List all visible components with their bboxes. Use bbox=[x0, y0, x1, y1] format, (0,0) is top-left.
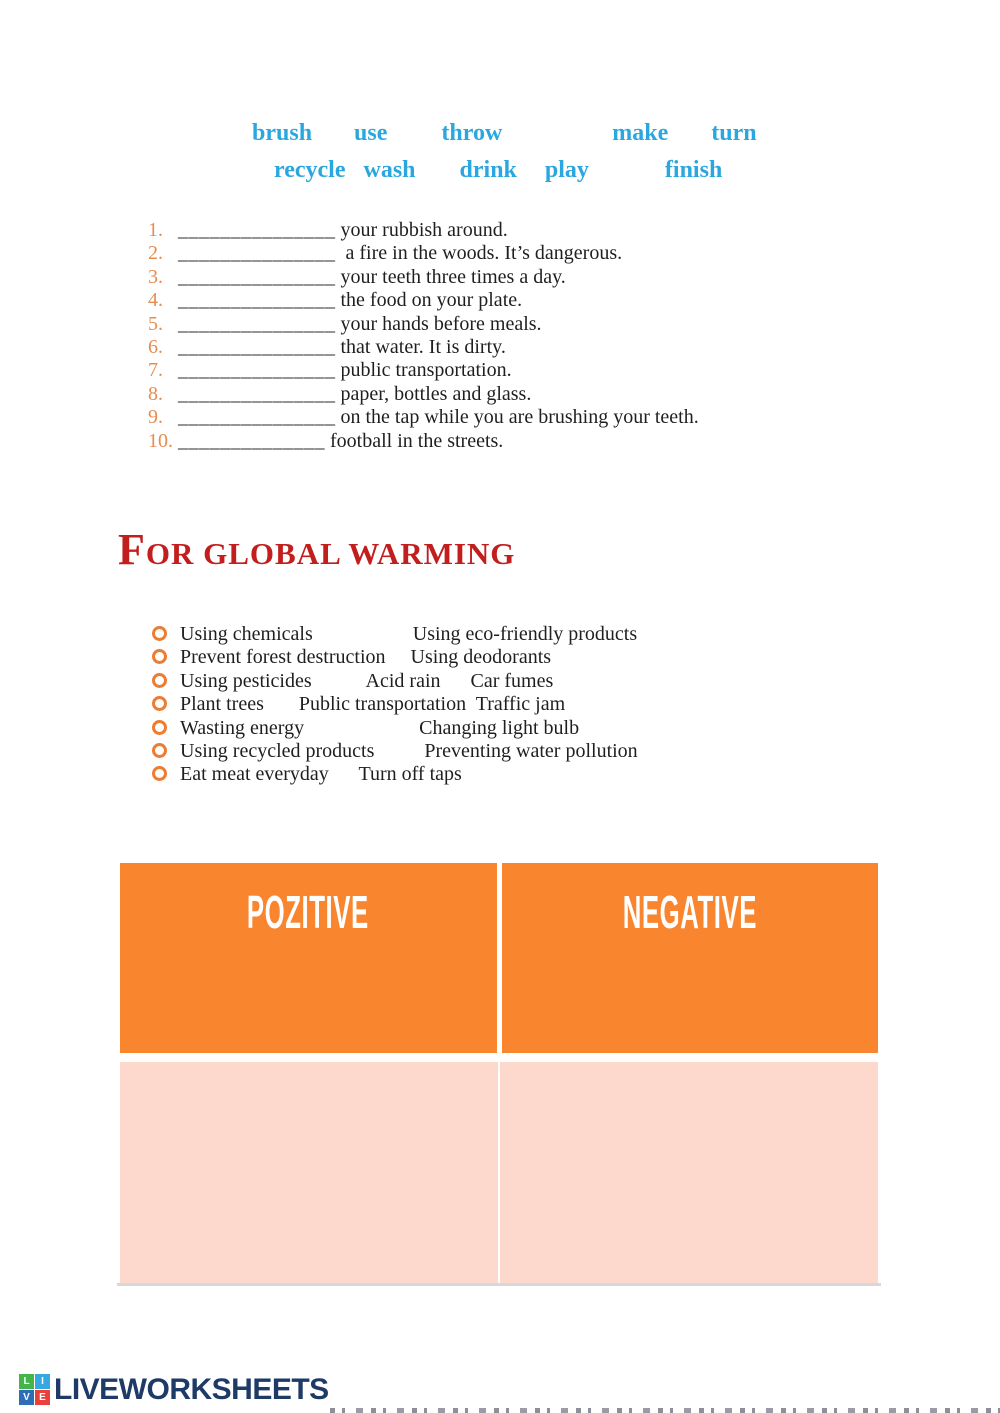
word-bank-word[interactable]: play bbox=[544, 157, 589, 183]
answer-blank[interactable]: _______________ bbox=[178, 265, 336, 288]
item-text: paper, bottles and glass. bbox=[335, 382, 532, 405]
item-text: your hands before meals. bbox=[335, 312, 542, 335]
option-text[interactable]: Using pesticides Acid rain Car fumes bbox=[180, 669, 554, 692]
drop-cell-negative[interactable] bbox=[500, 1062, 878, 1283]
option-text[interactable]: Eat meat everyday Turn off taps bbox=[180, 763, 462, 786]
positive-header-label: POZITIVE bbox=[247, 886, 370, 938]
option-item: Wasting energy Changing light bulb bbox=[152, 717, 638, 740]
item-number: 9. bbox=[148, 406, 163, 429]
drop-cell-positive[interactable] bbox=[120, 1062, 498, 1283]
word-bank-row-1: brush use throw make turn bbox=[0, 120, 1000, 147]
exercise-item: 3. _______________ your teeth three times… bbox=[148, 266, 699, 289]
heading-rest: OR GLOBAL WARMING bbox=[145, 536, 516, 571]
logo-square: L bbox=[19, 1374, 34, 1389]
answer-blank[interactable]: ______________ bbox=[178, 429, 325, 452]
bullet-circle-icon bbox=[152, 696, 167, 712]
option-text[interactable]: Using recycled products Preventing water… bbox=[180, 740, 638, 763]
item-text: on the tap while you are brushing your t… bbox=[335, 406, 699, 429]
table-bottom-border bbox=[117, 1283, 881, 1286]
item-text: football in the streets. bbox=[325, 429, 504, 452]
answer-blank[interactable]: _______________ bbox=[178, 382, 336, 405]
answer-blank[interactable]: _______________ bbox=[178, 336, 336, 359]
item-number: 6. bbox=[148, 336, 163, 359]
answer-blank[interactable]: _______________ bbox=[178, 359, 336, 382]
option-item: Plant trees Public transportation Traffi… bbox=[152, 693, 638, 716]
item-number: 1. bbox=[148, 219, 163, 241]
item-text: public transportation. bbox=[335, 359, 512, 382]
exercise-item: 4. _______________ the food on your plate… bbox=[148, 289, 699, 312]
answer-blank[interactable]: _______________ bbox=[178, 242, 336, 265]
option-text[interactable]: Using chemicals Using eco-friendly produ… bbox=[180, 623, 638, 645]
exercise-item: 10. ______________ football in the street… bbox=[148, 430, 699, 453]
item-number: 4. bbox=[148, 289, 163, 312]
item-text: your rubbish around. bbox=[335, 219, 508, 241]
table-header-divider bbox=[120, 1053, 878, 1062]
option-item: Using pesticides Acid rain Car fumes bbox=[152, 670, 638, 693]
exercise-item: 2. _______________ a fire in the woods. I… bbox=[148, 242, 699, 265]
exercise-item: 8. _______________ paper, bottles and gla… bbox=[148, 383, 699, 406]
word-bank-word[interactable]: recycle bbox=[274, 157, 346, 183]
bullet-circle-icon bbox=[152, 649, 167, 665]
exercise-item: 6. _______________ that water. It is dirt… bbox=[148, 336, 699, 359]
bullet-circle-icon bbox=[152, 626, 167, 641]
item-number: 2. bbox=[148, 242, 163, 265]
options-list: Using chemicals Using eco-friendly produ… bbox=[152, 623, 638, 787]
option-text[interactable]: Prevent forest destruction Using deodora… bbox=[180, 646, 552, 669]
item-text: that water. It is dirty. bbox=[335, 336, 506, 359]
option-item: Eat meat everyday Turn off taps bbox=[152, 763, 638, 786]
logo-text: LIVEWORKSHEETS bbox=[54, 1373, 329, 1406]
word-bank-word[interactable]: throw bbox=[441, 120, 503, 146]
section-heading: FOR GLOBAL WARMING bbox=[118, 524, 515, 575]
table-header-negative: NEGATIVE bbox=[501, 863, 878, 1053]
answer-blank[interactable]: _______________ bbox=[178, 406, 336, 429]
bullet-circle-icon bbox=[152, 743, 167, 759]
exercise-item: 9. _______________ on the tap while you a… bbox=[148, 406, 699, 429]
answer-blank[interactable]: _______________ bbox=[178, 312, 336, 335]
option-text[interactable]: Wasting energy Changing light bulb bbox=[180, 716, 580, 739]
table-header-row: POZITIVE NEGATIVE bbox=[120, 863, 878, 1053]
fill-in-exercise-list: 1. _______________ your rubbish around. 2… bbox=[148, 219, 699, 453]
option-text[interactable]: Plant trees Public transportation Traffi… bbox=[180, 693, 566, 716]
item-number: 8. bbox=[148, 382, 163, 405]
exercise-item: 5. _______________ your hands before meal… bbox=[148, 313, 699, 336]
logo-square: I bbox=[35, 1374, 50, 1389]
bullet-circle-icon bbox=[152, 672, 167, 688]
table-header-positive: POZITIVE bbox=[120, 863, 497, 1053]
item-text: a fire in the woods. It’s dangerous. bbox=[335, 242, 623, 265]
item-number: 3. bbox=[148, 265, 163, 288]
item-text: the food on your plate. bbox=[335, 289, 523, 312]
negative-header-label: NEGATIVE bbox=[622, 886, 757, 938]
option-item: Using chemicals Using eco-friendly produ… bbox=[152, 623, 638, 646]
word-bank-word[interactable]: use bbox=[354, 120, 388, 146]
heading-initial: F bbox=[118, 525, 146, 574]
answer-blank[interactable]: _______________ bbox=[178, 289, 336, 312]
option-item: Using recycled products Preventing water… bbox=[152, 740, 638, 763]
word-bank-word[interactable]: drink bbox=[459, 157, 517, 183]
exercise-item: 1. _______________ your rubbish around. bbox=[148, 219, 699, 242]
word-bank-word[interactable]: turn bbox=[711, 120, 757, 146]
word-bank-word[interactable]: brush bbox=[252, 120, 313, 146]
item-number: 10. bbox=[148, 429, 173, 452]
table-body-row bbox=[120, 1062, 878, 1283]
logo-square: E bbox=[35, 1390, 50, 1405]
bullet-circle-icon bbox=[152, 766, 167, 782]
word-bank-word[interactable]: wash bbox=[363, 157, 416, 183]
item-number: 7. bbox=[148, 359, 163, 382]
option-item: Prevent forest destruction Using deodora… bbox=[152, 646, 638, 669]
bullet-circle-icon bbox=[152, 719, 167, 735]
word-bank-row-2: recycle wash drink play finish bbox=[0, 157, 1000, 184]
item-text: your teeth three times a day. bbox=[335, 265, 566, 288]
answer-blank[interactable]: _______________ bbox=[178, 219, 336, 241]
item-number: 5. bbox=[148, 312, 163, 335]
sorting-table: POZITIVE NEGATIVE bbox=[117, 863, 881, 1286]
word-bank-word[interactable]: make bbox=[612, 120, 669, 146]
word-bank-word[interactable]: finish bbox=[664, 157, 723, 183]
logo-square: V bbox=[19, 1390, 34, 1405]
exercise-item: 7. _______________ public transportation. bbox=[148, 359, 699, 382]
cutoff-text-top bbox=[330, 1408, 1000, 1413]
